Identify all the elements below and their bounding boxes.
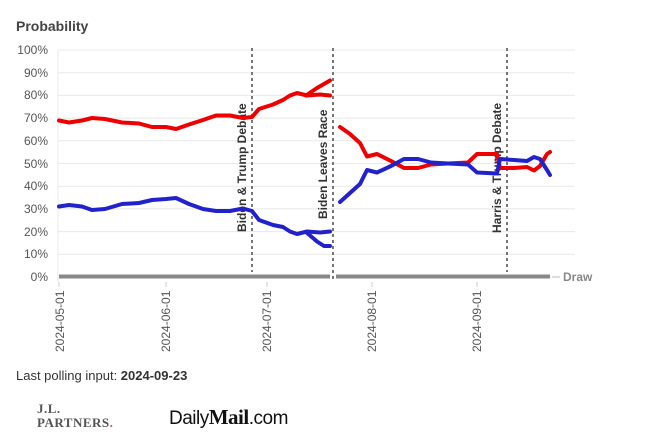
series-draw: Draw: [59, 270, 593, 284]
svg-text:80%: 80%: [24, 88, 48, 102]
svg-text:30%: 30%: [24, 202, 48, 216]
svg-text:10%: 10%: [24, 247, 48, 261]
draw-label: Draw: [563, 270, 593, 284]
chart-title: Probability: [16, 18, 89, 34]
jl-partners-logo: J.L. PARTNERS.: [37, 401, 114, 430]
x-axis: 2024-05-01 2024-06-01 2024-07-01 2024-08…: [53, 282, 484, 352]
svg-text:0%: 0%: [31, 270, 49, 284]
svg-text:100%: 100%: [17, 43, 48, 57]
series-republican: [57, 78, 552, 173]
svg-text:2024-09-01: 2024-09-01: [470, 290, 484, 352]
svg-text:90%: 90%: [24, 66, 48, 80]
series-democrat: [57, 155, 552, 248]
annotation-biden-leaves-race: Biden Leaves Race: [316, 109, 330, 219]
annotation-biden-trump-debate: Biden & Trump Debate: [235, 103, 249, 232]
y-axis: 100% 90% 80% 70% 60% 50% 40% 30% 20% 10%…: [17, 43, 48, 284]
dailymail-logo: DailyMail.com: [169, 405, 288, 429]
svg-text:20%: 20%: [24, 225, 48, 239]
last-polling-date: 2024-09-23: [120, 368, 188, 383]
svg-text:2024-05-01: 2024-05-01: [53, 290, 67, 352]
svg-text:60%: 60%: [24, 134, 48, 148]
last-polling-input: Last polling input: 2024-09-23: [16, 368, 188, 383]
svg-text:40%: 40%: [24, 179, 48, 193]
svg-text:2024-08-01: 2024-08-01: [365, 290, 379, 352]
line-chart: 100% 90% 80% 70% 60% 50% 40% 30% 20% 10%…: [17, 43, 593, 352]
svg-text:2024-06-01: 2024-06-01: [159, 290, 173, 352]
svg-text:50%: 50%: [24, 157, 48, 171]
svg-text:70%: 70%: [24, 111, 48, 125]
svg-text:2024-07-01: 2024-07-01: [260, 290, 274, 352]
